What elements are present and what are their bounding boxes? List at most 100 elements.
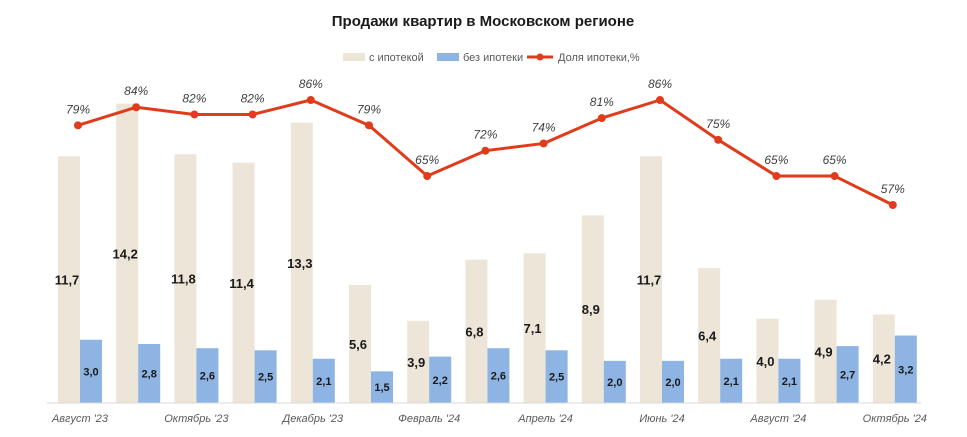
bar-no-mortgage <box>778 358 801 403</box>
bar-mortgage <box>581 215 604 403</box>
bar-mortgage <box>58 156 80 403</box>
x-tick-label: Октябрь '23 <box>164 413 229 425</box>
label-no-mortgage: 2,0 <box>607 377 622 389</box>
label-share: 79% <box>357 102 381 116</box>
bar-mortgage <box>698 268 721 403</box>
label-share: 65% <box>415 153 439 167</box>
bar-mortgage <box>640 156 662 403</box>
bar-mortgage <box>756 318 779 403</box>
label-no-mortgage: 2,5 <box>258 372 273 384</box>
share-point <box>830 172 839 181</box>
bar-mortgage <box>232 162 255 403</box>
share-point <box>74 121 82 130</box>
label-mortgage: 13,3 <box>287 256 312 271</box>
bar-mortgage <box>116 103 139 403</box>
chart-title: Продажи квартир в Московском регионе <box>332 13 634 30</box>
bar-mortgage <box>814 299 837 403</box>
label-mortgage: 3,9 <box>407 355 425 370</box>
label-share: 65% <box>764 153 788 167</box>
label-share: 86% <box>648 77 672 91</box>
label-no-mortgage: 2,0 <box>665 377 680 389</box>
label-share: 65% <box>823 153 847 167</box>
label-no-mortgage: 3,2 <box>898 364 913 376</box>
x-tick-label: Апрель '24 <box>517 413 573 425</box>
share-point <box>365 121 373 130</box>
label-no-mortgage: 2,8 <box>142 368 157 380</box>
bar-mortgage <box>523 253 546 403</box>
label-mortgage: 8,9 <box>582 302 600 317</box>
bar-no-mortgage <box>545 350 568 403</box>
share-point <box>714 135 723 144</box>
x-tick-label: Июнь '24 <box>639 413 684 425</box>
bars-layer <box>58 103 917 404</box>
bar-no-mortgage <box>138 343 161 403</box>
label-no-mortgage: 2,1 <box>316 376 331 388</box>
label-share: 75% <box>706 117 730 131</box>
label-no-mortgage: 1,5 <box>374 382 389 394</box>
label-share: 79% <box>66 102 90 116</box>
legend-label-no-mortgage: без ипотеки <box>463 52 523 64</box>
label-mortgage: 11,7 <box>637 273 662 288</box>
label-mortgage: 4,0 <box>756 354 774 369</box>
share-point <box>132 103 141 112</box>
label-no-mortgage: 2,2 <box>433 375 448 387</box>
legend: с ипотекой без ипотеки Доля ипотеки,% <box>343 52 640 64</box>
label-mortgage: 7,1 <box>524 321 542 336</box>
bar-no-mortgage <box>371 371 393 403</box>
bar-mortgage <box>290 122 313 404</box>
label-mortgage: 11,7 <box>55 273 80 288</box>
label-mortgage: 4,2 <box>873 352 891 367</box>
bar-no-mortgage <box>894 335 917 403</box>
legend-swatch-no-mortgage <box>437 53 459 61</box>
bar-no-mortgage <box>80 339 102 403</box>
legend-label-share: Доля ипотеки,% <box>558 52 640 64</box>
bar-mortgage <box>407 320 430 403</box>
label-share: 57% <box>881 182 905 196</box>
share-point <box>190 110 199 119</box>
label-no-mortgage: 3,0 <box>83 366 98 378</box>
bar-no-mortgage <box>196 348 219 403</box>
label-share: 86% <box>299 77 323 91</box>
bar-no-mortgage <box>836 346 859 403</box>
label-no-mortgage: 2,6 <box>200 371 215 383</box>
bar-no-mortgage <box>254 350 277 403</box>
share-point <box>423 172 432 181</box>
label-mortgage: 11,8 <box>171 272 196 287</box>
share-point <box>656 96 664 104</box>
x-tick-label: Октябрь '24 <box>863 413 927 425</box>
label-no-mortgage: 2,6 <box>491 371 506 383</box>
label-no-mortgage: 2,7 <box>840 370 855 382</box>
x-tick-label: Февраль '24 <box>398 413 460 425</box>
x-tick-label: Август '24 <box>749 413 806 425</box>
label-share: 74% <box>532 120 556 134</box>
x-axis-ticks: Август '23 Октябрь '23 Декабрь '23 Февраль … <box>51 413 927 425</box>
bar-no-mortgage <box>603 360 626 403</box>
x-tick-label: Август '23 <box>51 413 109 425</box>
bar-mortgage <box>872 314 895 403</box>
share-point <box>306 96 315 104</box>
label-mortgage: 5,6 <box>349 337 367 352</box>
legend-label-mortgage: с ипотекой <box>369 52 424 64</box>
label-no-mortgage: 2,5 <box>549 372 564 384</box>
label-mortgage: 4,9 <box>815 344 833 359</box>
bar-mortgage <box>174 154 197 403</box>
bar-no-mortgage <box>312 358 335 403</box>
share-point <box>481 146 490 155</box>
legend-marker-share <box>536 53 544 61</box>
share-point <box>772 172 781 181</box>
label-no-mortgage: 2,1 <box>782 376 797 388</box>
label-mortgage: 6,8 <box>465 324 483 339</box>
label-no-mortgage: 2,1 <box>724 376 739 388</box>
bar-no-mortgage <box>662 360 684 403</box>
label-share: 81% <box>590 95 614 109</box>
label-mortgage: 14,2 <box>113 246 138 261</box>
share-point <box>248 110 257 119</box>
legend-swatch-mortgage <box>343 53 365 61</box>
x-tick-label: Декабрь '23 <box>280 413 344 425</box>
share-point <box>888 201 897 209</box>
bar-mortgage <box>349 284 371 403</box>
bar-no-mortgage <box>429 356 452 403</box>
label-share: 82% <box>182 91 206 105</box>
labels-layer: 11,7 3,0 79% 14,2 2,8 84% 11,8 2,6 82% 11,4 2,5 82%… <box>55 77 914 394</box>
